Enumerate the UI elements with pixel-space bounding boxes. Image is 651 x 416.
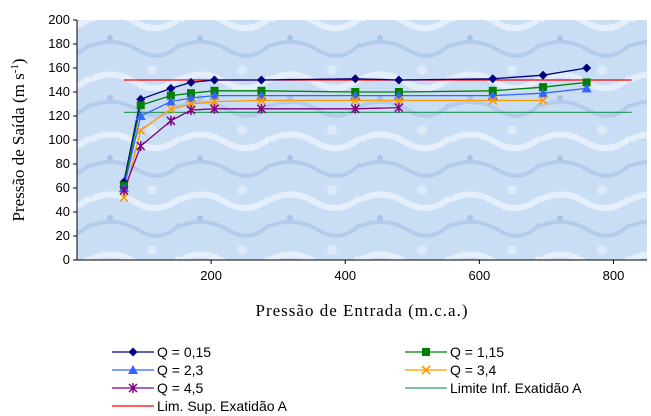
data-point — [350, 95, 360, 105]
x-tick-label: 800 — [603, 268, 625, 283]
data-point — [394, 75, 404, 85]
data-point — [488, 95, 498, 105]
y-tick-label: 180 — [48, 36, 70, 51]
data-point — [539, 83, 548, 92]
data-point — [209, 75, 219, 85]
x-axis-title: Pressão de Entrada (m.c.a.) — [256, 301, 469, 320]
series-markers — [118, 63, 592, 203]
x-tick-label: 200 — [200, 268, 222, 283]
data-point — [186, 77, 196, 87]
data-point — [394, 95, 404, 105]
y-tick-label: 120 — [48, 108, 70, 123]
y-tick-label: 20 — [56, 228, 70, 243]
legend-label: Q = 3,4 — [450, 362, 497, 378]
data-point — [165, 96, 176, 106]
data-point — [256, 95, 266, 105]
legend-marker — [128, 383, 138, 393]
data-point — [119, 185, 129, 196]
data-point — [136, 125, 146, 135]
x-tick-label: 400 — [334, 268, 356, 283]
x-axis-ticks: 200 400 600 800 — [200, 260, 624, 283]
y-tick-label: 60 — [56, 180, 70, 195]
plot-area — [77, 20, 647, 260]
data-point — [256, 75, 266, 85]
data-point — [209, 97, 220, 107]
legend-item: Q = 2,3 — [112, 362, 204, 378]
y-axis-title: Pressão de Saída (m s-1) — [9, 58, 28, 221]
data-point — [166, 91, 175, 100]
data-point — [166, 115, 176, 126]
data-point — [135, 111, 146, 120]
data-point — [581, 83, 592, 93]
legend-label: Q = 0,15 — [157, 344, 211, 360]
y-tick-label: 160 — [48, 60, 70, 75]
legend-label: Q = 1,15 — [450, 344, 504, 360]
data-point — [538, 88, 549, 98]
y-tick-label: 40 — [56, 204, 70, 219]
data-point — [119, 193, 129, 203]
data-point — [350, 103, 360, 114]
y-tick-label: 140 — [48, 84, 70, 99]
x-tick-label: 600 — [469, 268, 491, 283]
legend-label: Limite Inf. Exatidão A — [450, 380, 582, 396]
data-point — [256, 103, 266, 114]
data-point — [488, 74, 498, 84]
data-point — [582, 78, 591, 87]
data-point — [166, 83, 176, 93]
legend-marker — [422, 348, 430, 356]
legend-item: Q = 1,15 — [405, 344, 504, 360]
data-point — [186, 93, 196, 102]
data-point — [136, 141, 146, 151]
y-tick-label: 200 — [48, 12, 70, 27]
series-line — [123, 99, 544, 198]
data-point — [136, 101, 145, 110]
data-point — [209, 90, 220, 100]
y-tick-label: 0 — [63, 252, 70, 267]
y-axis-ticks: 0 20 40 60 80 100 120 140 160 180 200 — [48, 12, 77, 267]
legend-item: Lim. Sup. Exatidão A — [112, 398, 288, 414]
y-tick-label: 100 — [48, 132, 70, 147]
legend-item: Q = 4,5 — [112, 380, 204, 396]
data-point — [350, 74, 360, 84]
data-point — [538, 95, 548, 105]
series-line — [123, 106, 399, 191]
legend-marker — [128, 365, 138, 374]
legend-item: Q = 0,15 — [112, 344, 211, 360]
legend-item: Q = 3,4 — [405, 362, 497, 378]
legend-marker — [128, 347, 138, 357]
legend-item: Limite Inf. Exatidão A — [405, 380, 582, 396]
data-point — [582, 63, 592, 73]
legend: Q = 0,15 Q = 1,15 Q = 2,3 Q = 3,4 Q = 4,5 Lim… — [112, 344, 582, 414]
legend-label: Q = 4,5 — [157, 380, 204, 396]
data-point — [538, 70, 548, 80]
data-point — [186, 105, 196, 115]
data-point — [209, 103, 220, 114]
y-tick-label: 80 — [56, 156, 70, 171]
legend-label: Lim. Sup. Exatidão A — [157, 398, 288, 414]
legend-label: Q = 2,3 — [157, 362, 204, 378]
data-point — [166, 104, 176, 114]
data-point — [394, 102, 404, 113]
legend-marker — [421, 365, 431, 375]
